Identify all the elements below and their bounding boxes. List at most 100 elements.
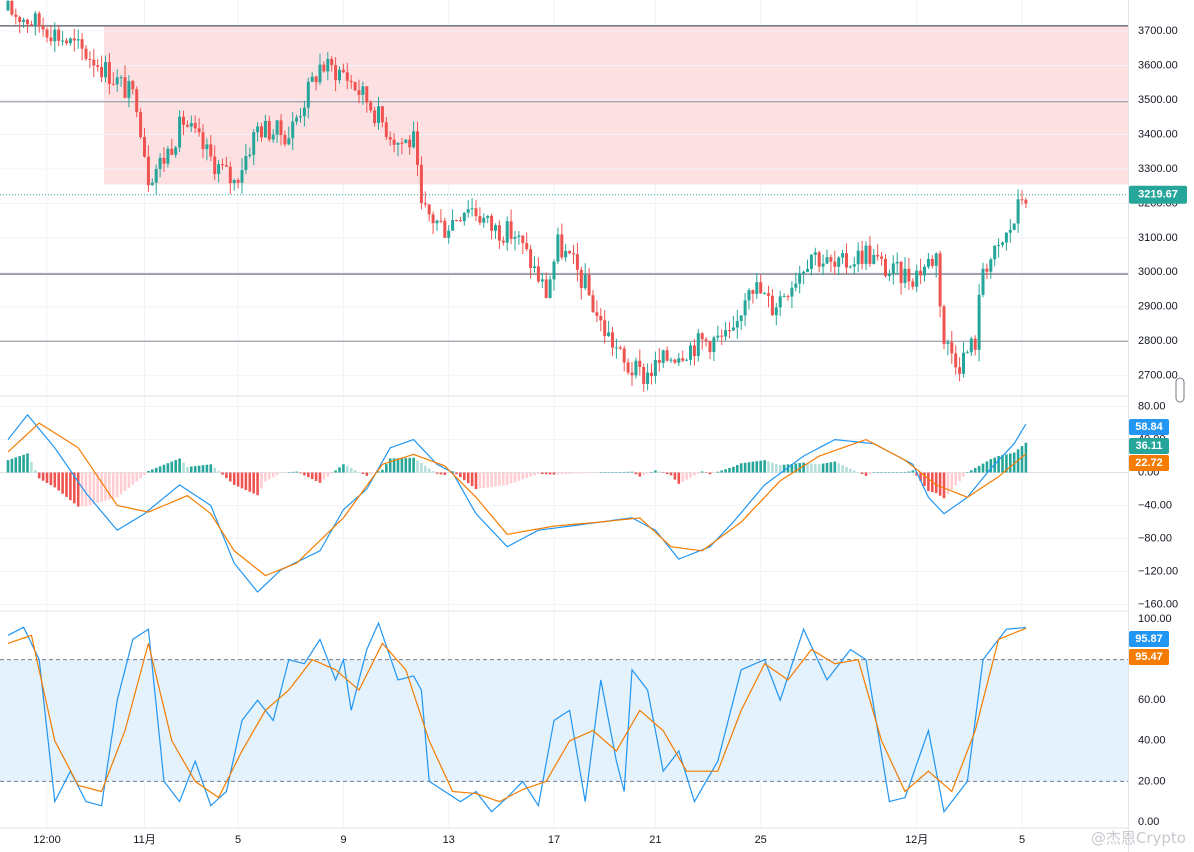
macd-histogram-bar [431,471,435,473]
macd-histogram-bar [143,472,146,476]
candle-body [806,268,809,272]
candle-body [451,220,455,231]
macd-histogram-bar [10,458,14,473]
candle-body [868,245,872,264]
signal-value-label: 22.72 [1135,457,1163,469]
macd-histogram-bar [646,472,649,474]
price-tick-label: 3000.00 [1138,266,1178,278]
macd-histogram-bar [205,464,209,473]
macd-histogram-bar [716,471,720,473]
macd-histogram-bar [833,461,837,473]
macd-histogram-bar [197,465,201,473]
macd-histogram-bar [240,472,244,489]
macd-histogram-bar [611,472,614,473]
stoch-d-value-badge [1129,649,1169,665]
macd-histogram-bar [256,472,259,496]
macd-histogram-bar [958,472,961,482]
candle-body [357,90,361,95]
macd-histogram-bar [131,472,135,485]
candle-body [205,144,209,150]
macd-histogram-bar [564,472,567,475]
candle-body [384,122,388,138]
candle-body [18,16,22,23]
candle-body [419,164,423,204]
candle-body [131,81,135,90]
macd-histogram-bar [385,464,388,473]
macd-histogram-bar [903,472,907,474]
price-tick-label: 3100.00 [1138,232,1178,244]
candle-body [802,271,806,274]
candle-body [603,320,607,337]
candle-body [209,144,213,157]
price-tick-label: 2700.00 [1138,370,1178,382]
macd-tick-label: −80.00 [1138,532,1172,544]
candle-body [642,366,646,384]
macd-histogram-bar [330,472,333,474]
candle-body [100,66,104,78]
macd-histogram-bar [619,472,622,473]
macd-histogram-bar [775,463,778,473]
macd-histogram-bar [603,472,606,473]
candle-body [26,19,29,25]
candle-body [462,212,466,222]
candle-body [556,234,560,262]
macd-histogram-bar [966,472,969,474]
macd-histogram-bar [661,472,665,474]
macd-histogram-bar [463,472,466,481]
macd-histogram-bar [502,472,505,486]
stoch-tick-label: 100.00 [1138,613,1172,625]
candle-body [646,372,650,384]
candle-body [860,250,864,264]
macd-histogram-bar [794,463,798,473]
candle-body [809,254,813,269]
candle-body [962,352,965,374]
candle-body [634,360,638,376]
candle-body [482,217,486,223]
candle-body [755,282,759,294]
candle-body [361,86,365,95]
candle-body [618,347,622,349]
candle-body [306,81,310,108]
macd-histogram-bar [509,472,513,484]
candle-body [1020,199,1024,201]
candle-body [513,237,517,239]
macd-histogram-bar [166,463,170,473]
time-tick-label: 12:00 [33,834,61,846]
candle-body [622,348,626,363]
candle-body [252,132,256,155]
macd-histogram-bar [365,472,369,476]
candle-body [158,157,162,169]
macd-histogram-bar [377,471,380,473]
stoch-tick-label: 20.00 [1138,775,1166,787]
candle-body [517,235,521,238]
candle-body [938,253,942,307]
candle-body [279,120,283,135]
macd-histogram-bar [837,463,840,473]
macd-histogram-bar [151,469,154,473]
candle-body [997,244,1001,246]
macd-histogram-bar [642,472,645,476]
macd-histogram-bar [1001,455,1004,473]
macd-histogram-bar [186,466,189,473]
macd-histogram-bar [580,472,583,474]
candle-body [1016,199,1020,224]
macd-histogram-bar [513,472,517,483]
macd-histogram-bar [92,472,96,505]
candle-body [22,19,26,23]
candle-body [263,120,267,138]
candle-body [170,148,174,155]
candle-body [509,221,513,239]
macd-histogram-bar [427,468,431,473]
candle-body [267,120,271,140]
candle-body [774,307,778,316]
candle-body [271,134,275,140]
macd-histogram-bar [26,453,29,473]
macd-histogram-bar [232,472,236,485]
macd-histogram-bar [37,472,41,479]
candle-body [716,335,720,338]
candle-body [915,270,919,287]
candle-body [743,300,747,316]
macd-histogram-bar [732,466,735,473]
macd-histogram-bar [76,472,80,507]
candle-body [661,350,665,363]
